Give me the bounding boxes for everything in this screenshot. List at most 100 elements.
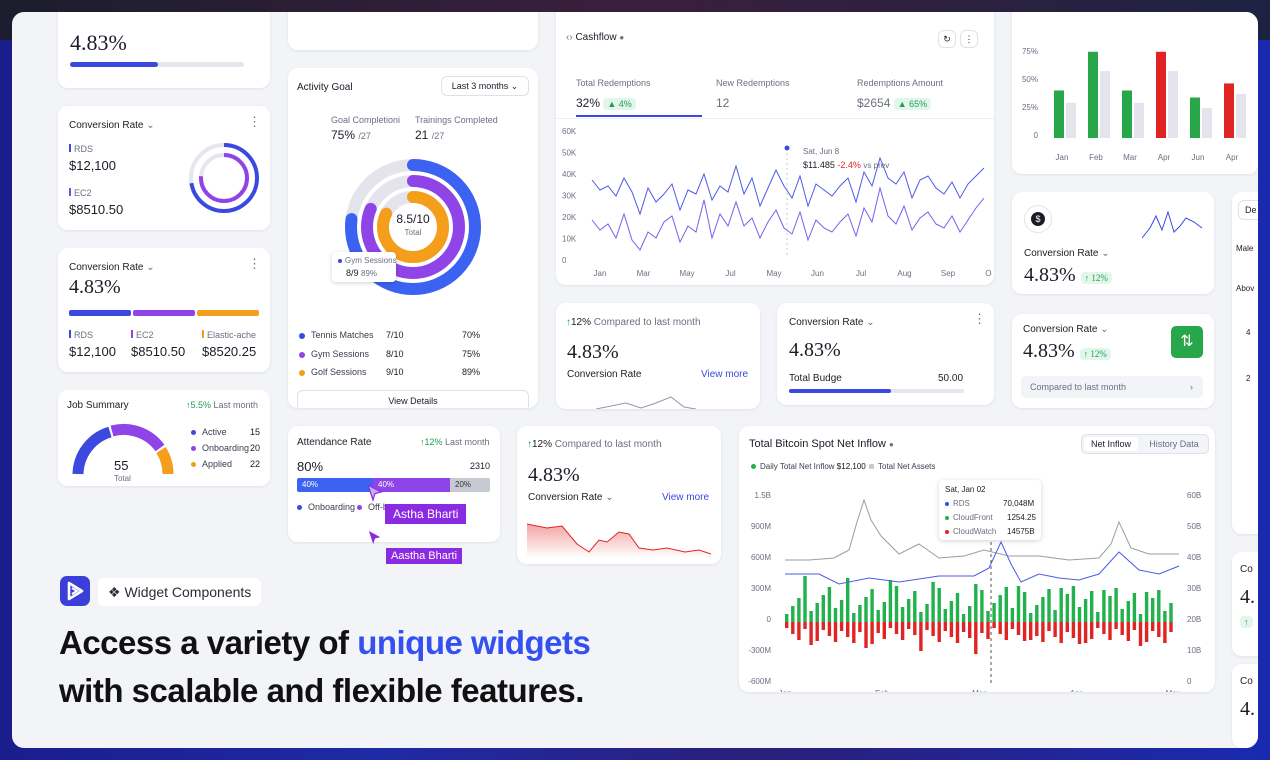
inflow-bar	[1157, 590, 1161, 622]
outflow-bar	[846, 622, 850, 637]
widget-components-chip: ❖ Widget Components	[98, 578, 262, 606]
row-dot	[299, 369, 305, 376]
tooltip-delta: -2.4%	[837, 160, 861, 170]
tab-net-inflow[interactable]: Net Inflow	[1084, 437, 1138, 451]
more-icon[interactable]: ⋮	[248, 256, 261, 271]
refresh-icon[interactable]: ↻	[938, 30, 956, 48]
bar-series	[1054, 51, 1246, 138]
chevron-down-icon[interactable]: ⌄	[605, 492, 614, 503]
tab-total-redemptions-value[interactable]: 32% ▲ 4%	[576, 96, 636, 110]
ec2-label: EC2	[131, 330, 154, 340]
arrow-up-icon: ↑	[566, 317, 571, 328]
outflow-bar	[986, 622, 990, 639]
rds-value: $12,100	[69, 344, 116, 359]
bitcoin-title-text: Total Bitcoin Spot Net Inflow	[749, 438, 886, 450]
tab-history-data[interactable]: History Data	[1149, 439, 1199, 449]
tab-redemptions-amount-label[interactable]: Redemptions Amount	[857, 78, 944, 88]
compare-delta: ↑12% Compared to last month	[527, 439, 662, 450]
tab-redemptions-amount-value[interactable]: $2654 ▲ 65%	[857, 96, 932, 110]
inflow-bar	[1016, 586, 1021, 622]
more-icon[interactable]: ⋮	[248, 114, 261, 129]
edge-tab[interactable]: De	[1238, 200, 1258, 220]
row-ratio: 9/10	[386, 367, 404, 377]
legend-onboarding: Onboarding	[191, 443, 249, 453]
more-icon[interactable]: ⋮	[960, 30, 978, 48]
tooltip-row-label: RDS	[953, 499, 970, 508]
inflow-bar	[913, 591, 917, 622]
cashflow-title: Cashflow	[575, 32, 617, 43]
inflow-bar	[1071, 586, 1076, 622]
compare-label: Conversion Rate	[567, 369, 642, 380]
bar-secondary	[1236, 94, 1246, 138]
back-icon[interactable]: ‹›	[566, 32, 573, 43]
row-ratio: 8/10	[386, 349, 404, 359]
tab-new-redemptions-value[interactable]: 12	[716, 96, 730, 110]
outflow-bar	[1151, 622, 1155, 631]
chevron-down-icon[interactable]: ⌄	[866, 317, 875, 328]
showcase-frame: 4.83% Conversion Rate ⌄ ⋮ RDS $12,100 EC…	[12, 12, 1258, 748]
view-details-button[interactable]: View Details	[297, 390, 529, 408]
outflow-bar	[797, 622, 801, 640]
right-conv1-value-text: 4.83%	[1024, 264, 1076, 286]
gauge-total: 55	[114, 458, 129, 473]
y-tick-label: 75%	[1022, 47, 1038, 56]
more-icon[interactable]: ⋮	[973, 311, 986, 326]
ec2-marker	[69, 188, 71, 196]
bitcoin-bar-line-chart: 1.5B 900M 600M 300M 0 -300M -600M 60B 50B 40B 30B…	[748, 491, 1201, 692]
partial-card	[288, 12, 538, 50]
ec2-value: $8510.50	[131, 344, 186, 359]
view-more-link[interactable]: View more	[662, 492, 710, 503]
tab-total-redemptions-label[interactable]: Total Redemptions	[576, 78, 651, 88]
rds-marker	[69, 330, 71, 338]
cursor-pointer-icon	[367, 484, 383, 502]
inflow-bar	[980, 590, 984, 622]
outflow-bar	[913, 622, 917, 635]
tooltip-row-label: CloudWatch	[953, 527, 997, 536]
tab-new-redemptions-label[interactable]: New Redemptions	[716, 78, 790, 88]
view-more-link[interactable]: View more	[701, 369, 749, 380]
outflow-bar	[1157, 622, 1161, 637]
x-tick-label: May	[1165, 689, 1180, 692]
outflow-bar	[803, 622, 807, 629]
chevron-down-icon[interactable]: ⌄	[1100, 324, 1109, 335]
bitcoin-tooltip: Sat, Jan 02 RDS 70,048M CloudFront 1254.…	[939, 480, 1041, 540]
budget-amount: 50.00	[938, 373, 964, 384]
outflow-bar	[955, 622, 960, 643]
x-axis-ticks: Jan Mar May Jul May Jun Jul Aug Sep Oct	[594, 269, 992, 278]
ec2-label-text: EC2	[136, 330, 154, 340]
y-right-tick-label: 20B	[1187, 615, 1201, 624]
compare-row[interactable]: Compared to last month ›	[1021, 376, 1203, 398]
swap-arrows-icon[interactable]: ⇅	[1171, 326, 1203, 358]
y-left-tick-label: 1.5B	[755, 491, 771, 500]
delta-pill: ▲ 4%	[603, 98, 636, 110]
tooltip-value-text: $11.485	[803, 160, 835, 170]
inflow-bar	[919, 612, 923, 622]
outflow-bar	[833, 622, 838, 642]
legend-label: Applied	[202, 459, 233, 469]
edge-small-value: 4.	[1240, 698, 1255, 720]
segment-offboarding: 40%	[373, 478, 450, 492]
outflow-bar	[1077, 622, 1082, 644]
compare-card-1: ↑12% Compared to last month 4.83% Conver…	[556, 303, 760, 409]
rds-label-text: RDS	[74, 144, 94, 154]
inflow-bar	[1022, 592, 1027, 622]
inflow-bar	[961, 614, 966, 622]
goal-value: 75% /27	[331, 128, 371, 142]
inflow-bar	[974, 584, 978, 622]
budget-title-text: Conversion Rate	[789, 317, 864, 328]
rds-label-text: RDS	[74, 330, 94, 340]
chevron-down-icon[interactable]: ⌄	[146, 120, 155, 131]
hover-dot	[784, 145, 790, 151]
attendance-delta: ↑12% Last month	[420, 437, 490, 447]
chevron-down-icon[interactable]: ⌄	[1101, 248, 1110, 259]
range-select[interactable]: Last 3 months ⌄	[441, 76, 529, 96]
inflow-bar	[888, 580, 893, 622]
inflow-bar	[1138, 614, 1143, 622]
tooltip-label-text: Gym Sessions	[345, 256, 397, 265]
ring-outer-arc	[189, 143, 259, 213]
tooltip-row-label: CloudFront	[953, 513, 993, 522]
chevron-down-icon[interactable]: ⌄	[146, 262, 155, 273]
outflow-bar	[1016, 622, 1021, 635]
elastic-value: $8520.25	[202, 344, 257, 359]
arrow-up-icon: ↑	[186, 400, 191, 410]
